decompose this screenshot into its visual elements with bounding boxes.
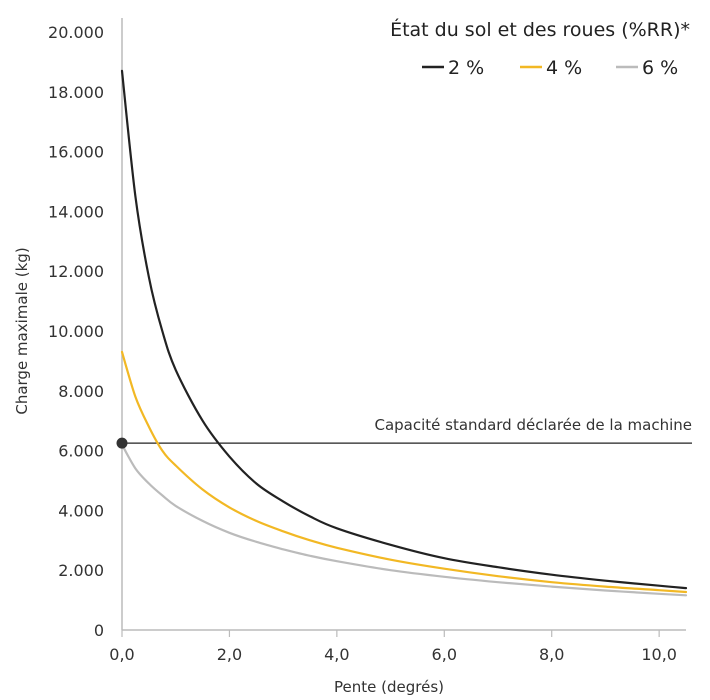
series-line-2: [120, 350, 688, 594]
x-tick-label: 8,0: [539, 645, 564, 664]
y-tick-label: 18.000: [48, 83, 104, 102]
x-tick-label: 4,0: [324, 645, 349, 664]
capacity-marker-point: [116, 437, 128, 449]
y-tick-label: 8.000: [58, 382, 104, 401]
y-tick-label: 14.000: [48, 202, 104, 221]
y-tick-label: 2.000: [58, 561, 104, 580]
legend-label-3: 6 %: [642, 57, 678, 79]
x-tick-label: 0,0: [109, 645, 134, 664]
x-tick-label: 10,0: [641, 645, 677, 664]
x-tick-label: 6,0: [432, 645, 457, 664]
reference-line-label: Capacité standard déclarée de la machine: [375, 416, 693, 434]
y-tick-label: 6.000: [58, 442, 104, 461]
legend-title: État du sol et des roues (%RR)*: [390, 18, 690, 41]
legend-label-1: 2 %: [448, 57, 484, 79]
x-axis-title: Pente (degrés): [334, 678, 444, 696]
y-axis-title: Charge maximale (kg): [13, 247, 31, 414]
y-tick-label: 20.000: [48, 23, 104, 42]
series-line-1: [120, 69, 688, 590]
y-tick-label: 10.000: [48, 322, 104, 341]
x-tick-label: 2,0: [217, 645, 242, 664]
legend-label-2: 4 %: [546, 57, 582, 79]
y-tick-label: 12.000: [48, 262, 104, 281]
series-line-3: [120, 443, 688, 597]
y-tick-label: 0: [94, 621, 104, 640]
y-tick-label: 4.000: [58, 501, 104, 520]
y-tick-label: 16.000: [48, 143, 104, 162]
